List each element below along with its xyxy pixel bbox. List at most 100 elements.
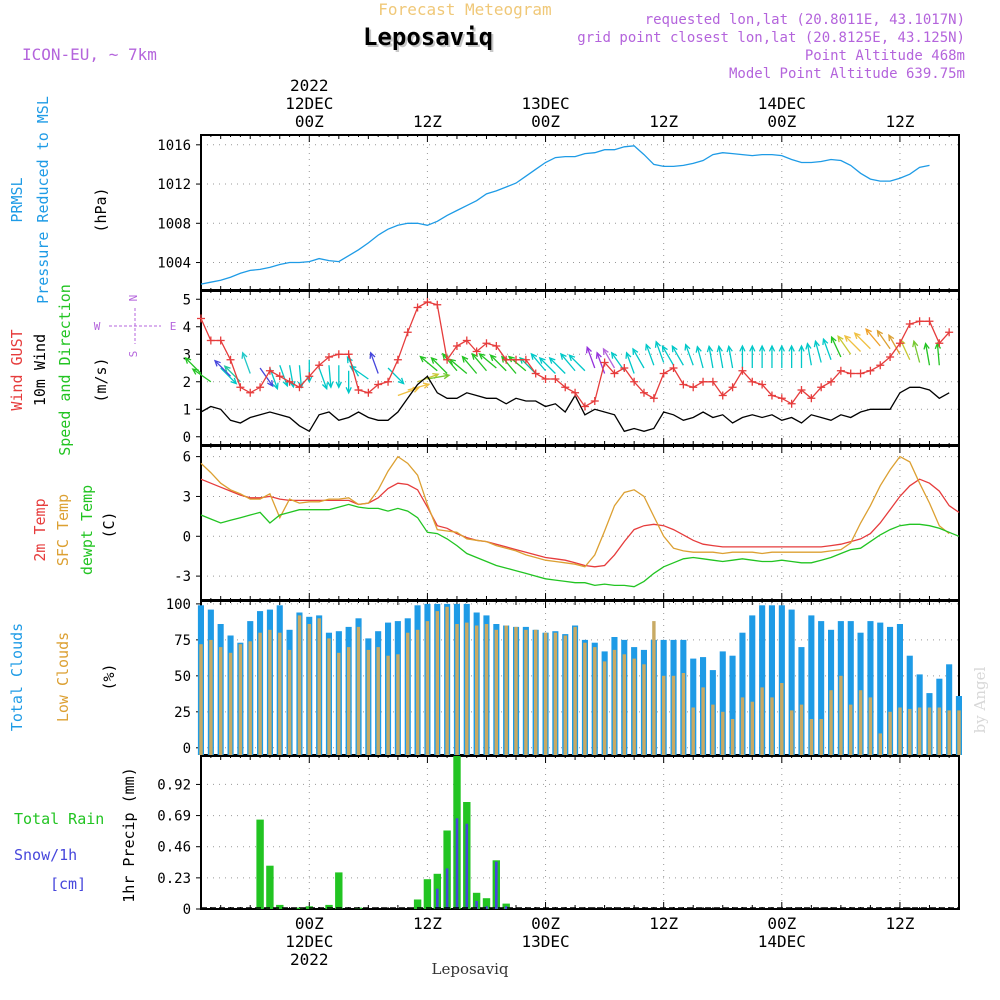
snow-unit-label: [cm] <box>50 875 86 893</box>
wind-arrow-shaft <box>328 365 332 388</box>
low-cloud-bar <box>337 652 341 755</box>
gust-marker <box>600 358 609 367</box>
wind-direction-arrow <box>478 352 497 369</box>
wind-arrow-shaft <box>279 365 288 387</box>
low-cloud-bar <box>662 675 666 755</box>
gust-marker <box>236 383 245 392</box>
wind-arrow-shaft <box>645 344 655 366</box>
precip-ytick-label: 0.46 <box>157 840 191 856</box>
total-cloud-bar <box>778 605 785 755</box>
gust-marker <box>226 355 235 364</box>
low-cloud-bar <box>327 638 331 755</box>
total-cloud-bar <box>818 621 825 755</box>
wind-ytick-label: 0 <box>183 430 191 446</box>
wind-arrow-head <box>471 352 479 360</box>
wind-arrow-shaft <box>876 330 891 350</box>
bottom-time-label: 12Z <box>413 914 442 933</box>
top-time-label: 13DEC <box>521 94 569 113</box>
rain-bar <box>423 879 432 909</box>
wind-ytick-label: 2 <box>183 375 191 391</box>
wind-direction-arrow <box>191 368 212 383</box>
clouds-ytick-label: 0 <box>183 741 191 757</box>
wind-direction-arrow <box>397 386 421 397</box>
wind-arrow-shaft <box>888 334 901 355</box>
prmsl-frame <box>200 134 960 291</box>
low-cloud-bar <box>317 618 321 755</box>
wind-arrow-head <box>716 344 723 353</box>
wind-arrow-head <box>585 345 592 354</box>
gust-marker <box>630 377 639 386</box>
gust-marker <box>265 366 274 375</box>
total-cloud-bar <box>749 615 756 755</box>
wind-arrow-head <box>822 337 829 346</box>
wind-arrow-head <box>778 344 785 352</box>
total-clouds-label: Total Clouds <box>8 623 26 731</box>
wind-direction-arrow <box>716 344 724 369</box>
low-cloud-bar <box>209 639 213 755</box>
top-time-label: 12Z <box>649 112 678 131</box>
wind-arrow-head <box>184 356 192 364</box>
total-cloud-bar <box>739 632 746 755</box>
low-cloud-bar <box>799 704 804 755</box>
wind-direction-arrow <box>538 356 556 374</box>
precip-ytick-label: 0.23 <box>157 871 191 887</box>
low-cloud-bar <box>632 658 636 755</box>
wind-arrow-shaft <box>318 367 328 389</box>
wind-arrow-head <box>327 381 334 389</box>
gust-marker <box>777 394 786 403</box>
requested-coords: requested lon,lat (20.8011E, 43.1017N) <box>645 12 965 28</box>
gust-marker <box>758 380 767 389</box>
wind-direction-arrow <box>489 354 507 372</box>
snow-label: Snow/1h <box>14 846 77 864</box>
low-cloud-bar <box>730 719 735 755</box>
top-time-label: 00Z <box>295 112 324 131</box>
wind-arrow-shaft <box>661 345 675 366</box>
wind-direction-arrow <box>369 351 379 374</box>
wind-direction-arrow <box>585 345 596 369</box>
rain-bar <box>482 898 491 909</box>
gust-marker <box>866 366 875 375</box>
low-cloud-bar <box>238 644 243 755</box>
gust-marker <box>433 300 442 309</box>
gust-marker <box>285 377 294 386</box>
low-cloud-bar <box>307 624 311 755</box>
wind-direction-arrow <box>407 382 431 391</box>
bottom-time-label: 00Z <box>295 914 324 933</box>
gust-marker <box>610 369 619 378</box>
snow-bar <box>436 888 439 909</box>
wind-arrow-shaft <box>407 383 430 391</box>
wind-ytick-label: 4 <box>183 320 191 336</box>
wind-direction-arrow <box>853 332 871 350</box>
low-cloud-bar <box>770 697 774 755</box>
wind-arrow-head <box>272 382 279 391</box>
model-altitude: Model Point Altitude 639.75m <box>729 66 965 82</box>
low-cloud-bar <box>593 647 597 755</box>
gust-marker <box>246 388 255 397</box>
wind-arrow-shaft <box>837 335 852 355</box>
wind-direction-arrow <box>430 356 448 374</box>
low-cloud-bar <box>406 632 410 755</box>
prmsl-label-2: Pressure Reduced to MSL <box>34 96 52 304</box>
top-time-label: 00Z <box>767 112 796 131</box>
low-cloud-bar <box>750 701 754 755</box>
low-cloud-bar <box>455 624 459 755</box>
bottom-time-label: 00Z <box>531 914 560 933</box>
wind-direction-arrow <box>530 352 547 372</box>
wind-arrow-shaft <box>626 352 635 374</box>
wind-arrow-shaft <box>397 387 419 397</box>
wind-arrow-shaft <box>184 357 202 374</box>
low-cloud-bar <box>386 655 390 755</box>
gust-marker <box>502 355 511 364</box>
low-cloud-bar <box>622 654 626 755</box>
wind-direction-arrow <box>726 344 734 369</box>
gust-marker <box>354 386 363 394</box>
snow-bar <box>445 868 449 909</box>
bottom-time-label: 12Z <box>885 914 914 933</box>
wind-arrow-head <box>739 344 746 352</box>
temp-ytick-label: 0 <box>183 529 191 545</box>
wind-arrow-head <box>595 351 602 359</box>
prmsl-ytick-label: 1012 <box>157 177 191 193</box>
compass-rose: N S W E <box>94 295 177 358</box>
wind-arrow-shaft <box>508 356 527 372</box>
